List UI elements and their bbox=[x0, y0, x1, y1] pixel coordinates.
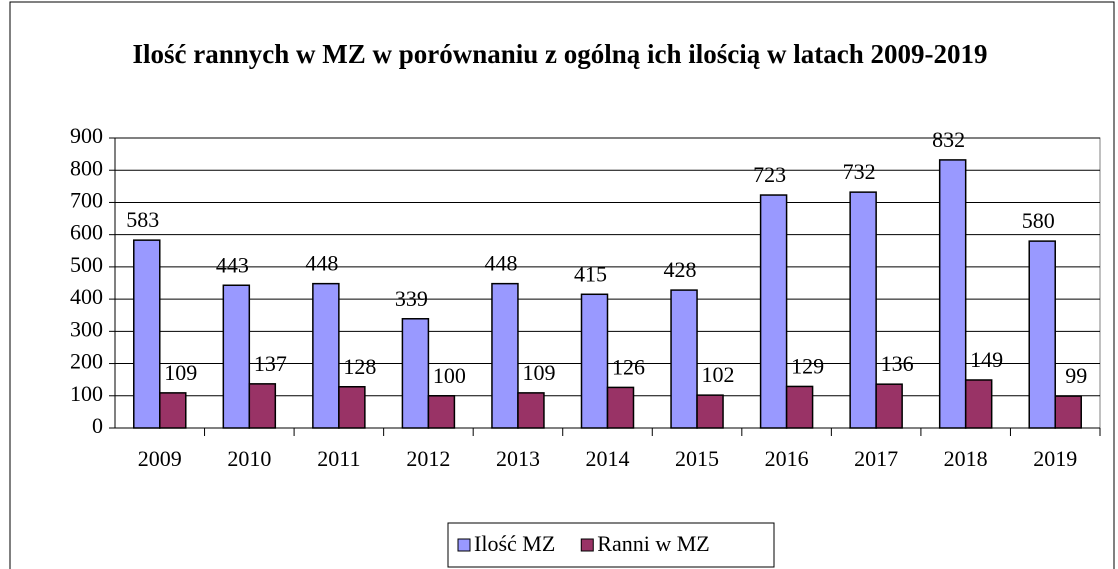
x-tick-label: 2017 bbox=[854, 446, 898, 471]
bar bbox=[248, 383, 277, 429]
x-tick-label: 2019 bbox=[1033, 446, 1077, 471]
y-tick-label: 700 bbox=[70, 187, 103, 212]
data-label: 102 bbox=[702, 362, 735, 387]
bar bbox=[491, 282, 519, 429]
x-tick-label: 2014 bbox=[586, 446, 630, 471]
data-label: 136 bbox=[881, 351, 914, 376]
data-label: 448 bbox=[305, 251, 338, 276]
bar bbox=[222, 284, 251, 429]
data-label: 448 bbox=[484, 251, 517, 276]
x-tick-label: 2015 bbox=[675, 446, 719, 471]
data-label: 128 bbox=[343, 354, 376, 379]
y-tick-label: 500 bbox=[70, 252, 103, 277]
bar bbox=[964, 379, 993, 429]
bar bbox=[1028, 240, 1056, 429]
chart-title: Ilość rannych w MZ w porównaniu z ogólną… bbox=[132, 39, 988, 69]
data-label: 732 bbox=[843, 159, 876, 184]
bar bbox=[670, 289, 698, 429]
bar bbox=[759, 194, 788, 429]
data-label: 443 bbox=[216, 252, 249, 277]
data-label: 415 bbox=[574, 261, 607, 286]
data-label: 339 bbox=[395, 286, 428, 311]
bar bbox=[312, 282, 340, 429]
x-tick-label: 2010 bbox=[227, 446, 271, 471]
legend-swatch bbox=[457, 538, 471, 552]
data-label: 583 bbox=[126, 207, 159, 232]
legend-box bbox=[447, 522, 775, 568]
bar bbox=[338, 386, 366, 429]
y-tick-label: 900 bbox=[70, 123, 103, 148]
x-tick-label: 2013 bbox=[496, 446, 540, 471]
y-tick-label: 0 bbox=[92, 413, 103, 438]
bar bbox=[427, 395, 456, 429]
y-tick-label: 800 bbox=[70, 155, 103, 180]
plot: 0 100 200 300 400 500 600 700 800 900 2009 583 109 20… bbox=[70, 123, 1101, 471]
bar bbox=[785, 385, 814, 429]
bar bbox=[938, 159, 967, 429]
legend-label: Ilość MZ bbox=[474, 531, 555, 556]
bar bbox=[606, 386, 635, 429]
bar bbox=[849, 191, 877, 429]
x-tick-label: 2009 bbox=[138, 446, 182, 471]
y-tick-label: 200 bbox=[70, 349, 103, 374]
data-label: 126 bbox=[612, 354, 645, 379]
x-tick-label: 2011 bbox=[317, 446, 360, 471]
y-tick-label: 400 bbox=[70, 284, 103, 309]
bar bbox=[133, 239, 161, 429]
data-label: 99 bbox=[1065, 363, 1087, 388]
legend-swatch bbox=[580, 538, 594, 552]
data-label: 580 bbox=[1022, 208, 1055, 233]
bar bbox=[159, 392, 187, 429]
bar bbox=[875, 383, 903, 429]
legend: Ilość MZ Ranni w MZ bbox=[457, 531, 710, 556]
data-label: 109 bbox=[522, 360, 555, 385]
data-label: 109 bbox=[164, 360, 197, 385]
data-label: 137 bbox=[254, 351, 287, 376]
bar bbox=[1054, 395, 1082, 429]
data-label: 149 bbox=[970, 347, 1003, 372]
data-label: 100 bbox=[433, 363, 466, 388]
data-label: 832 bbox=[932, 127, 965, 152]
bar bbox=[580, 293, 609, 429]
y-tick-label: 300 bbox=[70, 316, 103, 341]
bar bbox=[696, 394, 724, 429]
data-label: 129 bbox=[791, 353, 824, 378]
x-tick-label: 2012 bbox=[406, 446, 450, 471]
bar bbox=[401, 318, 430, 429]
x-tick-label: 2018 bbox=[944, 446, 988, 471]
y-tick-label: 600 bbox=[70, 220, 103, 245]
data-label: 723 bbox=[753, 162, 786, 187]
bar bbox=[517, 392, 545, 429]
x-tick-label: 2016 bbox=[765, 446, 809, 471]
data-label: 428 bbox=[664, 257, 697, 282]
legend-label: Ranni w MZ bbox=[597, 531, 709, 556]
y-tick-label: 100 bbox=[70, 381, 103, 406]
